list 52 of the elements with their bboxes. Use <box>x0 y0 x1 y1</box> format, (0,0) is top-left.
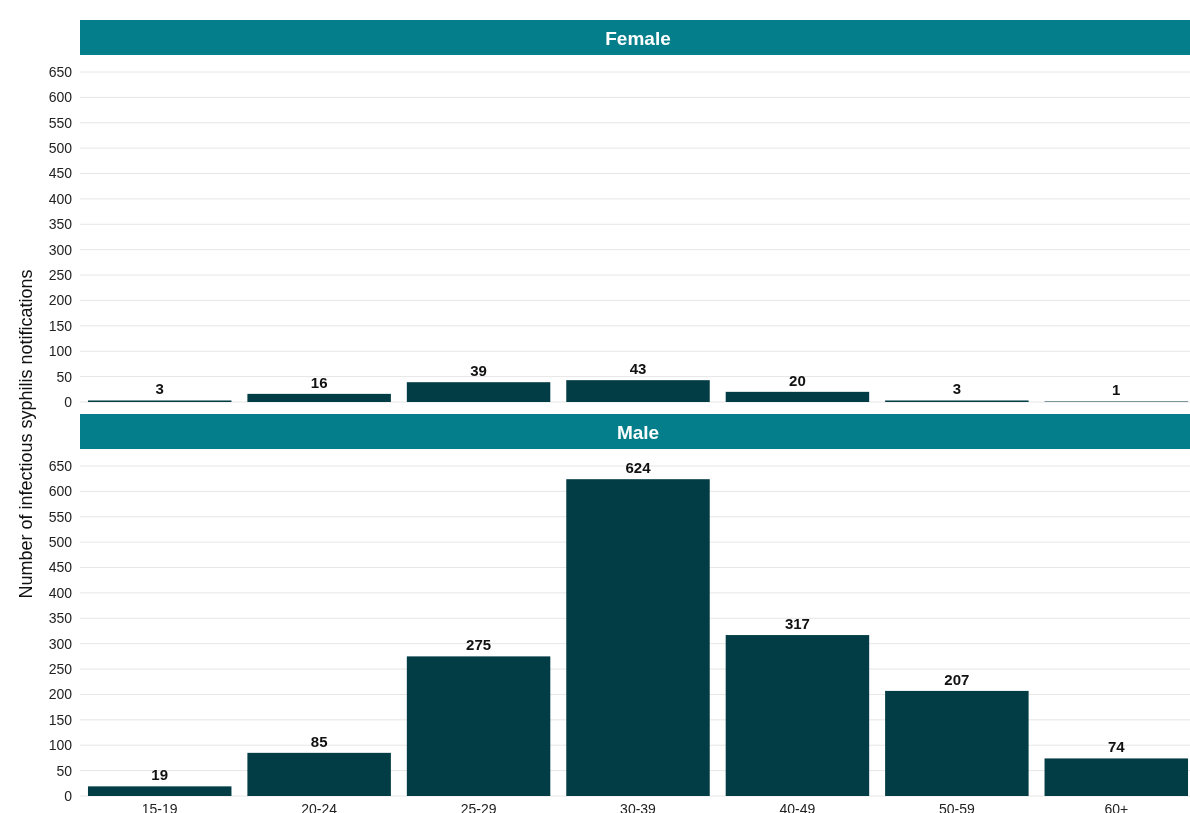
data-label: 74 <box>1107 738 1126 756</box>
data-label: 275 <box>466 636 492 654</box>
y-tick-label: 550 <box>48 114 73 131</box>
y-tick-label: 0 <box>64 787 73 804</box>
data-label: 3 <box>155 380 164 398</box>
data-label: 39 <box>470 362 487 380</box>
y-tick-label: 250 <box>48 266 73 283</box>
y-tick-label: 600 <box>48 89 73 106</box>
y-tick-label: 400 <box>48 190 73 207</box>
y-tick-label: 450 <box>48 559 73 576</box>
data-label: 207 <box>944 670 970 688</box>
data-label: 1 <box>1112 381 1121 399</box>
y-tick-label: 150 <box>48 711 73 728</box>
data-label: 85 <box>310 732 328 750</box>
data-label: 19 <box>151 766 169 784</box>
y-tick-label: 500 <box>48 140 73 157</box>
y-tick-label: 550 <box>48 508 73 525</box>
bar <box>1044 758 1189 796</box>
bar <box>725 635 870 796</box>
data-label: 317 <box>784 615 810 633</box>
y-tick-label: 400 <box>48 584 73 601</box>
y-tick-label: 100 <box>48 737 73 754</box>
chart-title: Female <box>605 27 671 49</box>
bar <box>406 656 551 796</box>
bar <box>247 752 391 796</box>
y-tick-label: 650 <box>48 63 73 80</box>
data-label: 3 <box>952 380 962 398</box>
data-label: 43 <box>629 360 647 378</box>
y-tick-label: 350 <box>48 610 73 627</box>
chart-title: Male <box>616 421 660 443</box>
y-tick-label: 100 <box>48 343 73 360</box>
y-tick-label: 0 <box>64 393 73 410</box>
y-tick-label: 350 <box>48 216 73 233</box>
y-tick-label: 300 <box>48 241 73 258</box>
y-tick-label: 50 <box>56 762 73 779</box>
y-tick-label: 200 <box>48 686 73 703</box>
y-tick-label: 450 <box>48 165 73 182</box>
y-tick-label: 200 <box>48 292 73 309</box>
data-label: 16 <box>310 373 328 391</box>
bar <box>87 786 232 796</box>
y-tick-label: 50 <box>56 368 73 385</box>
data-label: 624 <box>625 459 652 477</box>
y-tick-label: 300 <box>48 635 73 652</box>
data-label: 20 <box>789 371 806 389</box>
bar <box>566 479 710 796</box>
y-tick-label: 150 <box>48 317 73 334</box>
y-axis-title: Number of infectious syphilis notifications <box>16 269 36 599</box>
y-tick-label: 500 <box>48 534 73 551</box>
bar <box>885 690 1029 796</box>
y-tick-label: 250 <box>48 660 73 677</box>
y-tick-label: 600 <box>48 483 73 500</box>
y-tick-label: 650 <box>48 457 73 474</box>
